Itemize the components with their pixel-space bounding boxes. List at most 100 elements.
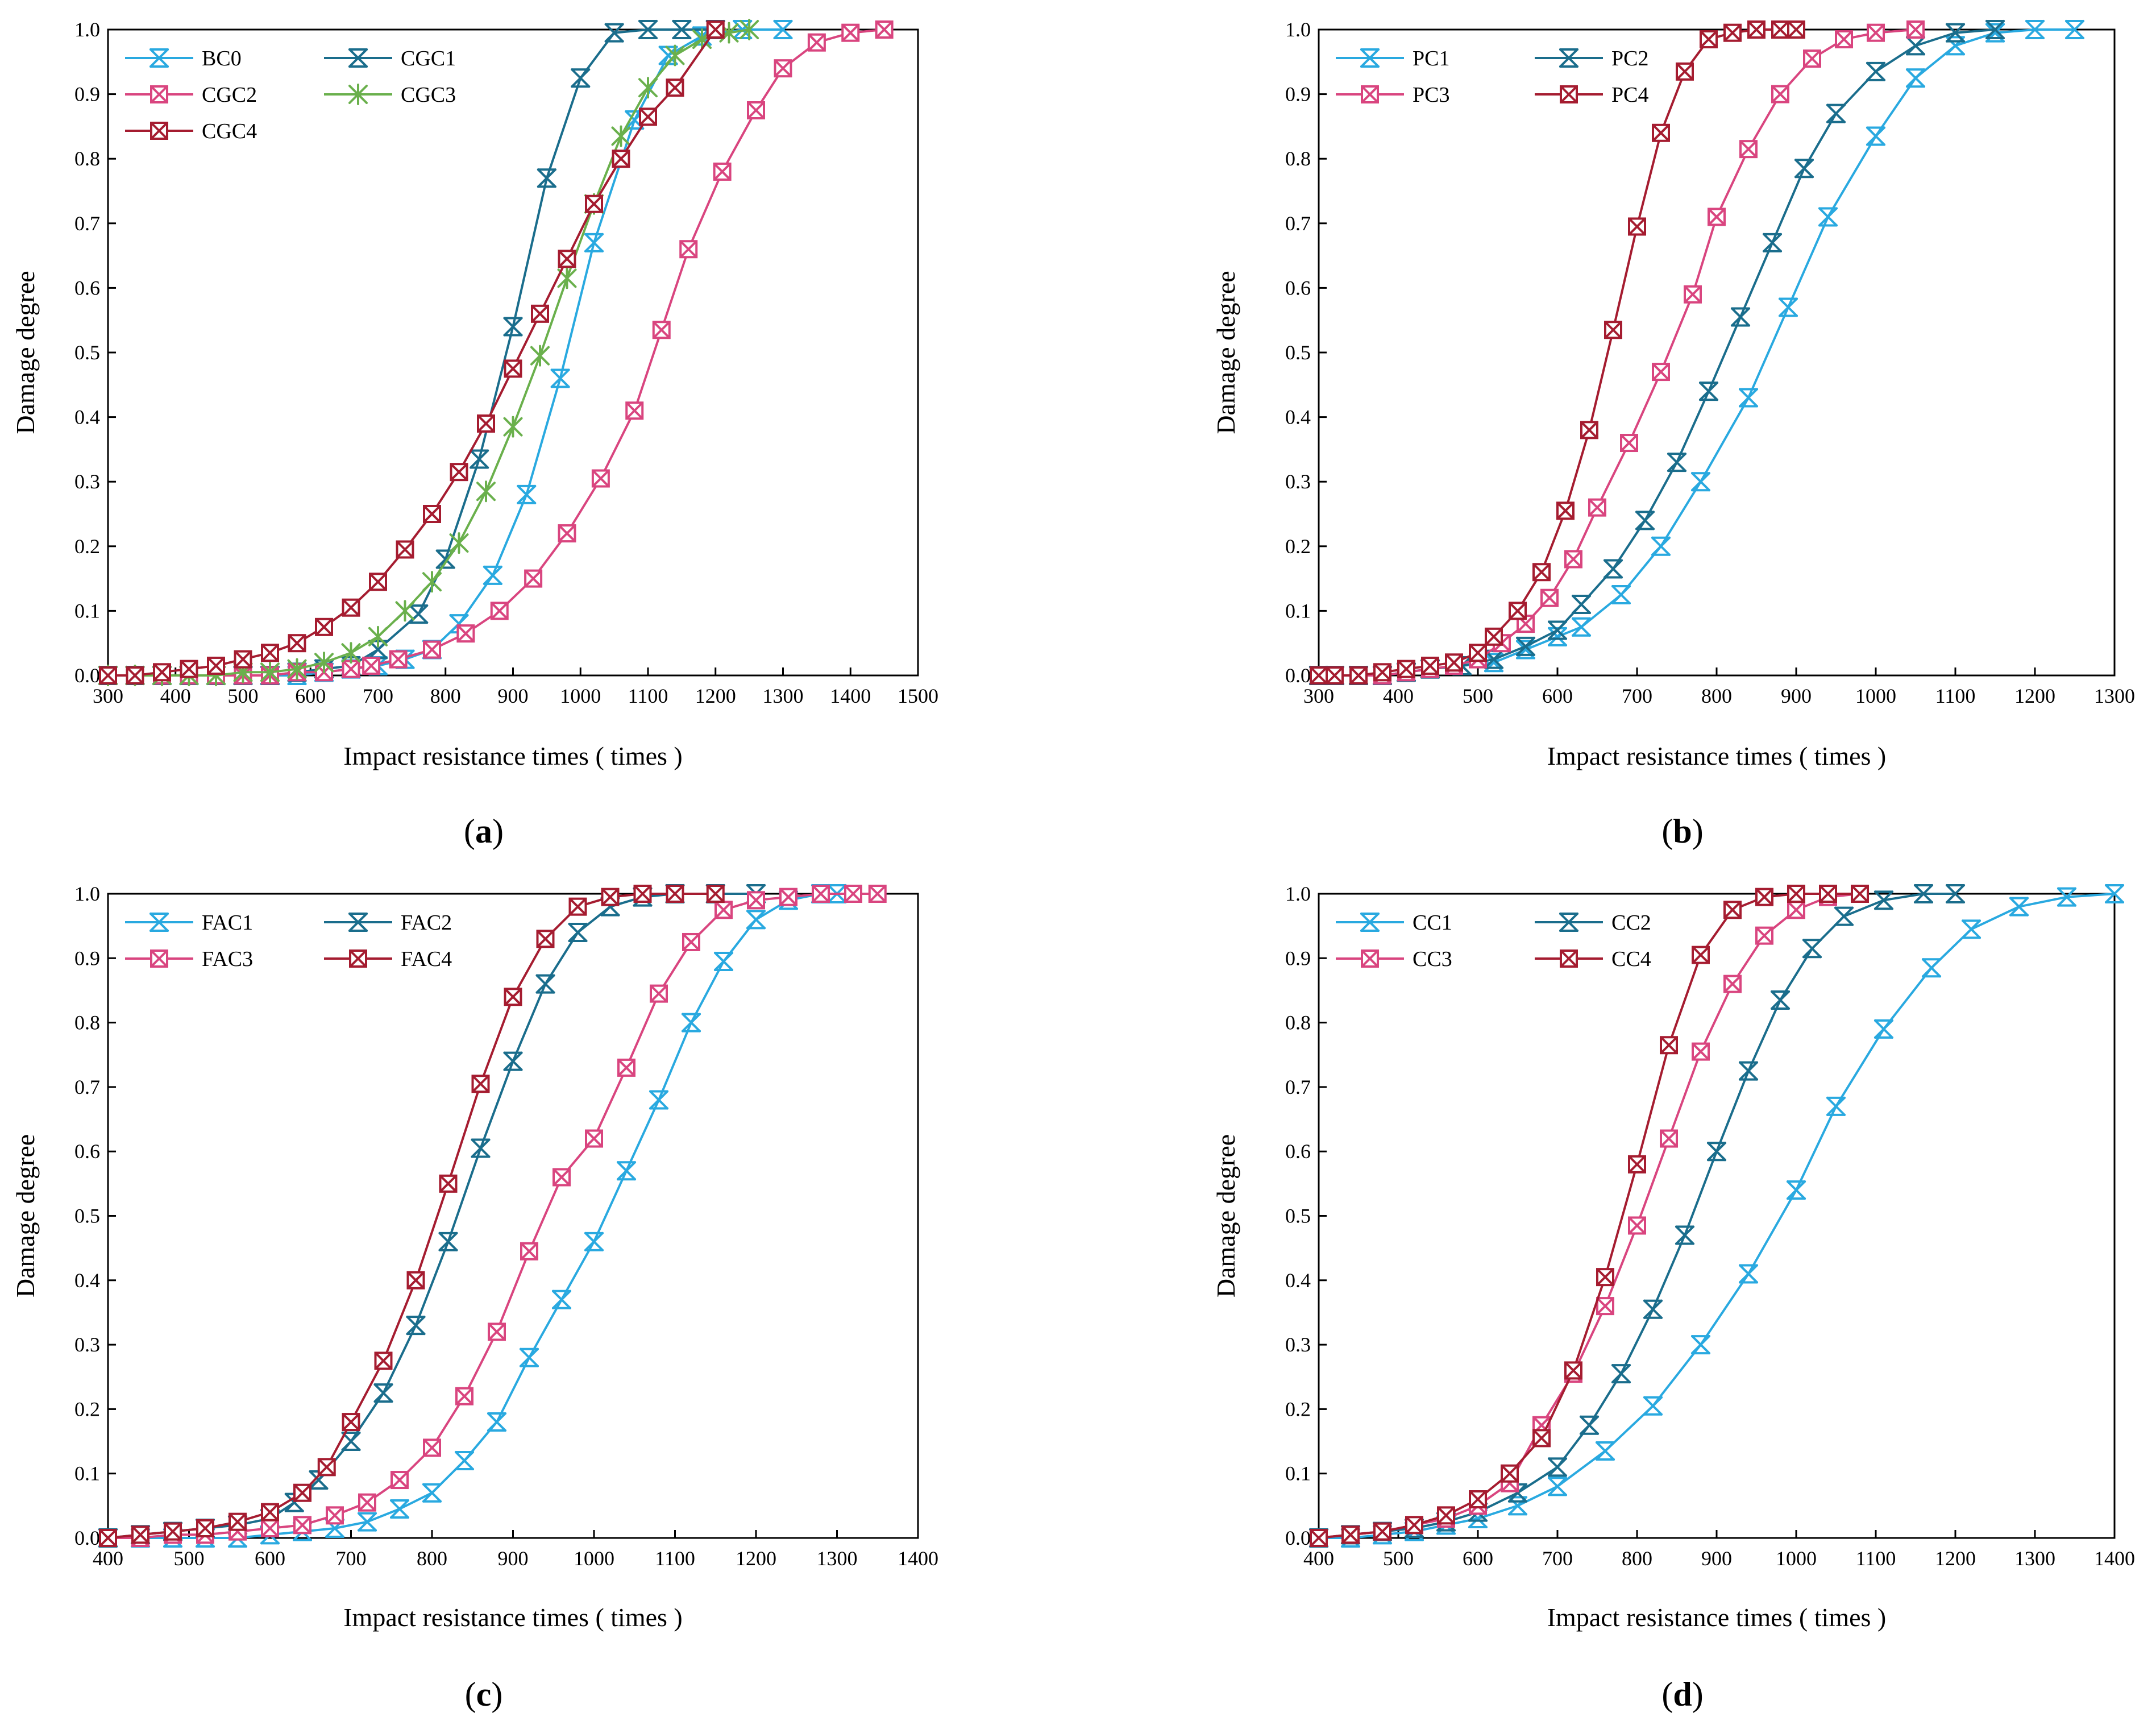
data-point [229, 1512, 247, 1531]
data-point [1771, 20, 1789, 39]
x-tick-label: 900 [1781, 685, 1812, 707]
data-point [1914, 884, 1933, 903]
data-point [326, 1506, 344, 1525]
y-tick-label: 0.7 [74, 212, 100, 235]
legend-item: FAC3 [125, 947, 253, 971]
data-point [520, 1347, 539, 1367]
data-point [369, 573, 387, 591]
data-point [1818, 207, 1838, 227]
data-point [1540, 588, 1559, 607]
x-tick-label: 400 [1303, 1547, 1334, 1570]
y-tick-label: 0.7 [74, 1076, 100, 1098]
x-axis-label: Impact resistance times ( times ) [1547, 741, 1887, 770]
series-pc1 [1309, 20, 2084, 685]
data-point [1660, 1129, 1678, 1148]
data-point [341, 642, 361, 664]
data-point [633, 885, 652, 903]
data-point [1516, 636, 1535, 656]
x-tick-label: 600 [1463, 1547, 1493, 1570]
data-point [293, 1483, 311, 1502]
data-point [706, 885, 725, 903]
legend: PC1 PC2 PC3 PC4 [1336, 47, 1648, 107]
data-point [1548, 627, 1567, 646]
data-point [1794, 159, 1814, 179]
data-point [1779, 297, 1798, 317]
legend-item: FAC2 [324, 911, 452, 935]
data-point [1652, 123, 1670, 142]
y-tick-label: 0.0 [74, 664, 100, 687]
data-point [568, 922, 588, 942]
data-point [409, 604, 429, 624]
data-point [422, 1483, 442, 1503]
legend: CC1 CC2 CC3 CC4 [1336, 911, 1651, 971]
data-point [180, 660, 198, 678]
data-point [1946, 884, 1965, 903]
series-line [108, 893, 878, 1539]
data-point [1867, 23, 1885, 42]
data-point [315, 617, 333, 636]
data-point [2009, 897, 2029, 917]
legend-label: FAC4 [401, 947, 452, 971]
data-point [1651, 536, 1671, 556]
legend-label: PC4 [1611, 83, 1648, 107]
data-point [391, 1471, 409, 1490]
plot-frame [1318, 28, 2116, 677]
data-point [1611, 1364, 1631, 1384]
series-pc2 [1309, 20, 2005, 685]
series-line [1319, 28, 1796, 677]
data-point [471, 1138, 491, 1158]
data-point [471, 1075, 490, 1093]
legend-marker [150, 85, 168, 103]
data-point [875, 20, 894, 39]
data-point [314, 652, 334, 674]
data-point [779, 888, 797, 906]
data-point [288, 634, 306, 653]
data-point [1946, 23, 1965, 43]
data-point [1739, 1264, 1758, 1284]
series-line [108, 28, 717, 677]
data-point [841, 23, 860, 42]
y-axis-label: Damage degree [11, 1134, 40, 1297]
x-tick-label: 400 [93, 1547, 123, 1570]
x-tick-label: 700 [336, 1547, 367, 1570]
data-point [1643, 1299, 1663, 1319]
data-point [1692, 1042, 1710, 1061]
data-point [1803, 49, 1821, 68]
legend-marker [1361, 949, 1379, 968]
x-tick-label: 800 [430, 685, 461, 707]
legend-marker [348, 913, 368, 932]
data-point [1874, 1019, 1893, 1039]
y-tick-label: 0.4 [1285, 1269, 1311, 1292]
x-tick-label: 1100 [1935, 685, 1976, 707]
data-point [490, 602, 509, 620]
y-tick-label: 0.4 [74, 406, 100, 429]
y-tick-label: 0.9 [74, 947, 100, 969]
y-tick-label: 0.3 [74, 470, 100, 493]
y-tick-label: 0.9 [74, 83, 100, 106]
data-point [358, 1493, 376, 1512]
data-point [1548, 1457, 1567, 1477]
data-point [342, 598, 360, 617]
data-point [571, 68, 591, 88]
data-point [362, 656, 381, 675]
panel-label-a: (a) [464, 812, 504, 850]
data-point [652, 321, 671, 339]
data-point [1611, 585, 1631, 604]
legend-marker [150, 949, 168, 968]
y-tick-label: 0.9 [1285, 83, 1311, 106]
data-point [1556, 501, 1575, 520]
data-point [1835, 30, 1853, 49]
data-point [1405, 1516, 1423, 1535]
data-point [261, 1503, 279, 1521]
data-point [649, 1090, 668, 1110]
y-tick-label: 0.0 [1285, 1527, 1311, 1549]
data-point [568, 897, 587, 916]
data-point [706, 20, 725, 39]
data-point [1532, 563, 1551, 582]
data-point [1604, 559, 1623, 579]
data-point [1660, 1036, 1678, 1055]
data-point [1373, 1522, 1391, 1541]
data-point [1866, 61, 1885, 81]
data-point [317, 1458, 336, 1477]
